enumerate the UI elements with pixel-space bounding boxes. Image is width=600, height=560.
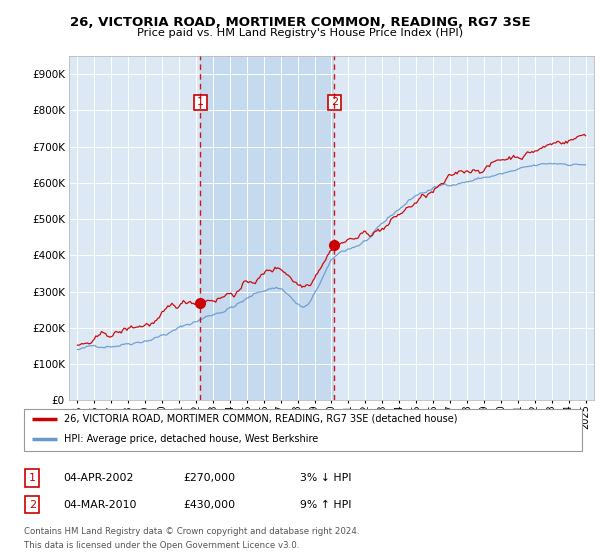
Text: 04-APR-2002: 04-APR-2002 [63, 473, 133, 483]
Text: Contains HM Land Registry data © Crown copyright and database right 2024.: Contains HM Land Registry data © Crown c… [24, 528, 359, 536]
Text: HPI: Average price, detached house, West Berkshire: HPI: Average price, detached house, West… [64, 434, 319, 444]
Bar [200, 56, 334, 400]
Text: 3% ↓ HPI: 3% ↓ HPI [300, 473, 352, 483]
Bar [25, 469, 40, 487]
Text: £270,000: £270,000 [183, 473, 235, 483]
Text: 26, VICTORIA ROAD, MORTIMER COMMON, READING, RG7 3SE (detached house): 26, VICTORIA ROAD, MORTIMER COMMON, READ… [64, 414, 458, 424]
Text: 26, VICTORIA ROAD, MORTIMER COMMON, READING, RG7 3SE: 26, VICTORIA ROAD, MORTIMER COMMON, READ… [70, 16, 530, 29]
Bar [25, 496, 40, 514]
Text: 9% ↑ HPI: 9% ↑ HPI [300, 500, 352, 510]
Text: Price paid vs. HM Land Registry's House Price Index (HPI): Price paid vs. HM Land Registry's House … [137, 28, 463, 38]
Text: 1: 1 [29, 473, 36, 483]
Text: This data is licensed under the Open Government Licence v3.0.: This data is licensed under the Open Gov… [24, 541, 299, 550]
Text: 2: 2 [29, 500, 36, 510]
Text: 2: 2 [331, 97, 338, 108]
Text: 04-MAR-2010: 04-MAR-2010 [63, 500, 137, 510]
Text: 1: 1 [197, 97, 204, 108]
Text: £430,000: £430,000 [183, 500, 235, 510]
